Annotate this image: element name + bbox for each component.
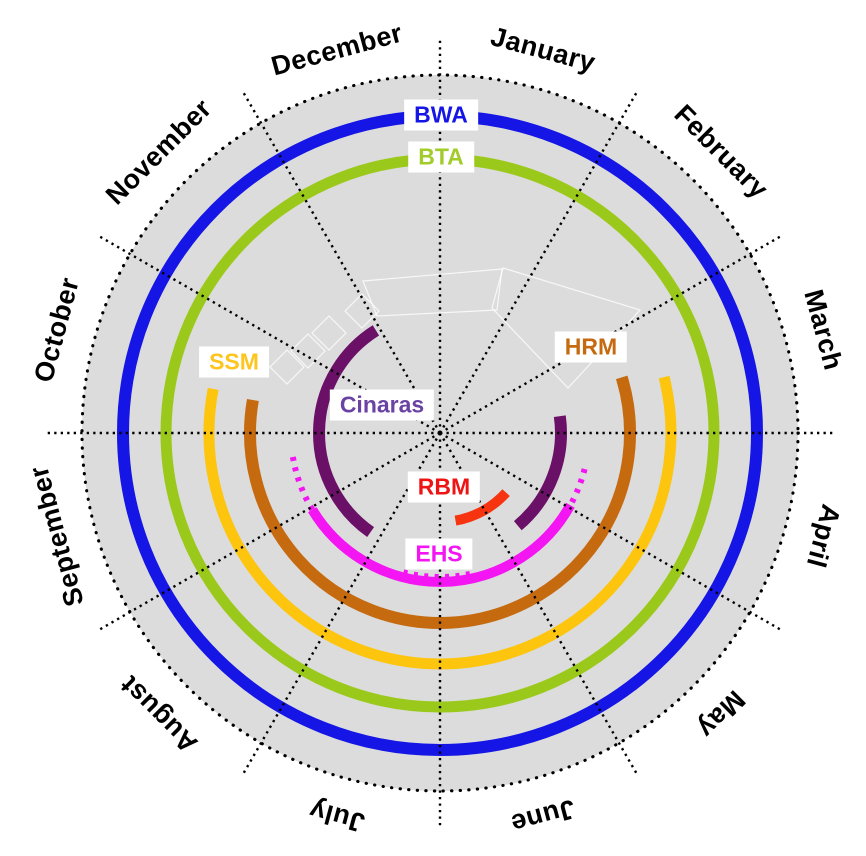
series-arc-ehs-dotted bbox=[289, 455, 315, 512]
month-label-june: June bbox=[507, 794, 579, 840]
background-outline bbox=[311, 315, 347, 351]
background-outline bbox=[290, 333, 326, 369]
series-label-bta: BTA bbox=[408, 141, 474, 173]
month-label-december: December bbox=[268, 17, 406, 81]
month-divider-line bbox=[98, 431, 441, 632]
series-label-ehs: EHS bbox=[405, 538, 473, 570]
background-outline bbox=[491, 267, 642, 389]
outer-dotted-circle bbox=[80, 73, 800, 793]
series-arc-rbm bbox=[454, 489, 510, 526]
month-label-august: August bbox=[114, 669, 204, 759]
series-arc-ehs-dotted bbox=[567, 468, 588, 507]
series-arc-cinaras bbox=[313, 325, 380, 538]
month-label-april: April bbox=[801, 501, 847, 571]
background-outline bbox=[269, 349, 305, 385]
background-outline bbox=[344, 293, 380, 329]
month-label-may: May bbox=[691, 684, 751, 744]
month-label-january: January bbox=[487, 20, 599, 78]
month-label-february: February bbox=[668, 99, 774, 205]
series-arc-cinaras bbox=[513, 415, 567, 531]
month-divider-line bbox=[241, 91, 442, 434]
month-label-march: March bbox=[798, 286, 850, 374]
series-arc-ssm bbox=[203, 375, 677, 670]
month-label-september: September bbox=[22, 462, 90, 610]
series-arc-ehs bbox=[308, 502, 575, 587]
series-label-rbm: RBM bbox=[407, 471, 481, 503]
series-label-bwa: BWA bbox=[404, 99, 478, 131]
month-label-november: November bbox=[100, 93, 218, 211]
month-divider-line bbox=[438, 91, 639, 434]
series-label-hrm: HRM bbox=[554, 331, 628, 363]
month-label-july: July bbox=[306, 795, 369, 839]
series-label-ssm: SSM bbox=[199, 346, 269, 378]
month-divider-line bbox=[241, 432, 442, 775]
series-label-cinaras: Cinaras bbox=[329, 389, 435, 421]
month-label-october: October bbox=[27, 274, 85, 386]
series-arc-hrm bbox=[244, 375, 637, 629]
series-arc-ehs-dotted bbox=[399, 568, 471, 580]
month-divider-line bbox=[439, 431, 782, 632]
